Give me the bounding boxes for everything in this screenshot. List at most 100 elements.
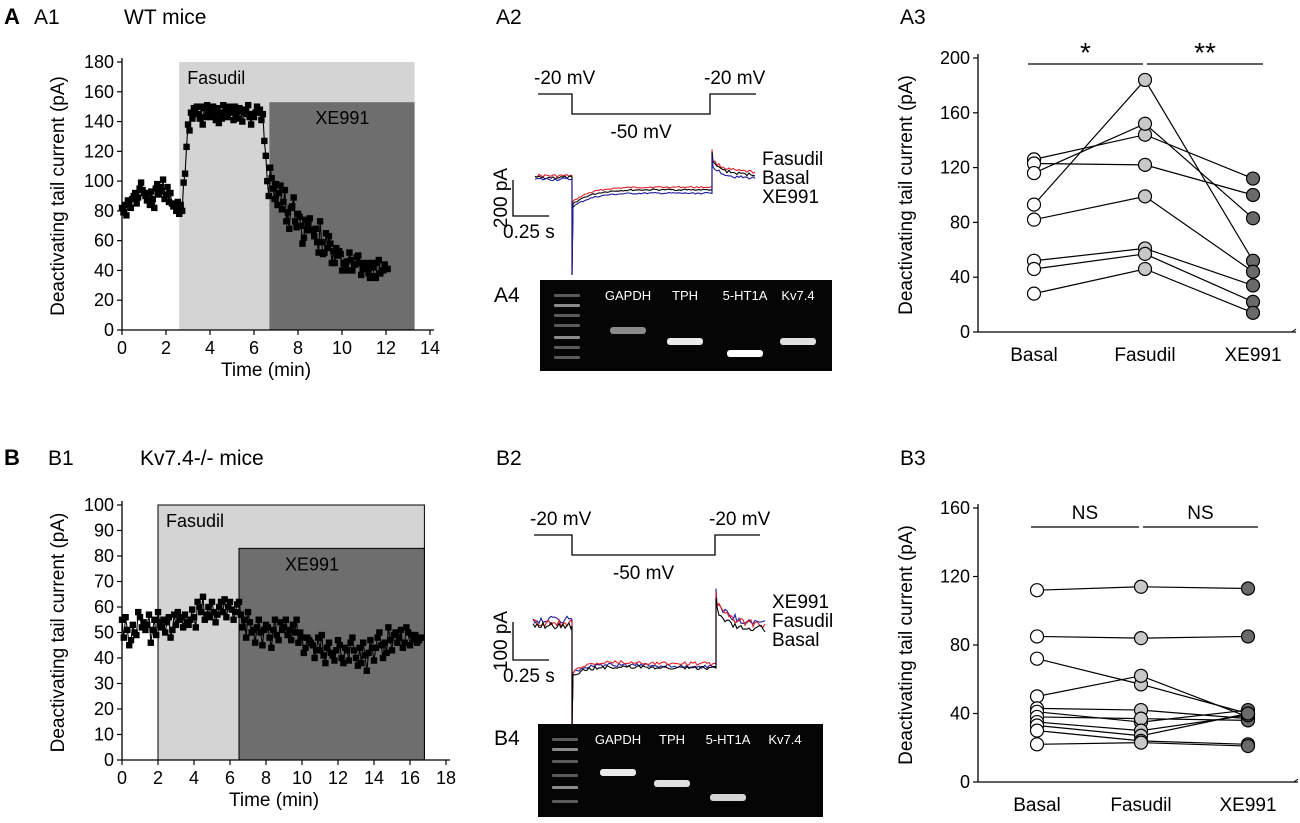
data-point — [151, 204, 158, 212]
data-point-xe991 — [1245, 278, 1261, 293]
data-point — [403, 624, 410, 631]
data-point — [369, 644, 376, 651]
data-point — [118, 616, 126, 623]
data-point — [237, 611, 244, 618]
data-point-basal — [1026, 212, 1042, 227]
y-axis-label: Deactivating tail current (pA) — [896, 525, 917, 765]
data-point — [203, 611, 210, 618]
ladder-band — [552, 800, 578, 803]
data-point — [269, 185, 277, 192]
data-point — [136, 614, 144, 621]
data-point — [357, 271, 365, 279]
data-point — [299, 240, 306, 247]
data-point — [296, 213, 303, 221]
panel-b4: B4 GAPDH TPH 5-HT1A Kv7.4 — [494, 724, 823, 817]
data-point — [210, 608, 217, 616]
data-point — [261, 137, 268, 145]
data-point — [340, 659, 347, 667]
gel-band — [610, 327, 646, 334]
data-point — [234, 115, 242, 122]
data-point — [385, 624, 392, 631]
data-point — [370, 657, 378, 664]
data-point — [387, 636, 394, 644]
data-point — [247, 121, 255, 128]
x-tick-label: 6 — [225, 768, 235, 788]
legend-fasudil: Fasudil — [762, 149, 823, 170]
data-point — [313, 238, 321, 246]
x-tick-label: 10 — [292, 768, 312, 788]
data-point — [158, 624, 165, 631]
data-point — [303, 227, 311, 234]
data-point — [277, 182, 284, 189]
significance-label: ** — [1194, 37, 1216, 68]
data-point — [349, 634, 356, 641]
data-point-fasudil — [1137, 261, 1153, 277]
data-point — [211, 110, 218, 118]
data-point — [270, 626, 277, 634]
y-tick-label: 120 — [940, 158, 970, 178]
data-point — [133, 200, 140, 207]
data-point — [193, 103, 201, 110]
data-point — [196, 603, 203, 611]
data-point — [186, 127, 193, 134]
data-point — [372, 274, 380, 282]
data-point — [354, 662, 361, 669]
category-label-basal: Basal — [1010, 345, 1058, 366]
data-point-xe991 — [1240, 629, 1256, 644]
data-point — [124, 626, 131, 634]
panel-label: B1 — [48, 447, 74, 470]
section-label: A — [4, 4, 20, 29]
data-point — [258, 116, 265, 124]
data-point — [217, 109, 224, 116]
data-point — [338, 654, 345, 662]
data-point — [318, 238, 325, 246]
data-point — [392, 629, 399, 636]
data-point — [275, 189, 283, 197]
axis-end-tick — [1293, 778, 1299, 783]
y-tick-label: 60 — [94, 597, 114, 617]
gel-image — [538, 724, 823, 817]
data-point — [178, 207, 186, 215]
legend-fasudil: Fasudil — [772, 611, 833, 632]
data-point — [185, 621, 192, 629]
data-point — [195, 110, 202, 118]
data-point-fasudil — [1137, 189, 1153, 204]
lane-label-tph: TPH — [672, 288, 698, 303]
data-point-fasudil — [1133, 631, 1149, 646]
protocol-label-pre: -20 mV — [530, 509, 592, 530]
data-point — [272, 180, 280, 188]
data-point — [243, 634, 250, 641]
y-tick-label: 60 — [94, 231, 114, 251]
data-point — [352, 261, 359, 268]
data-point — [346, 249, 353, 256]
data-point — [356, 259, 363, 267]
trace-basal — [532, 597, 766, 729]
trace-xe991 — [534, 155, 756, 276]
data-point — [246, 619, 253, 626]
data-point — [223, 614, 230, 621]
y-tick-label: 40 — [94, 260, 114, 280]
data-point — [160, 616, 167, 623]
data-point — [167, 189, 174, 197]
data-point — [291, 629, 298, 636]
y-tick-label: 140 — [84, 112, 114, 132]
data-point-fasudil — [1133, 711, 1149, 726]
data-point — [381, 261, 388, 268]
data-point — [217, 598, 225, 606]
data-point — [135, 608, 142, 616]
y-tick-label: 180 — [84, 52, 114, 72]
data-point-fasudil — [1137, 116, 1153, 131]
data-point-xe991 — [1245, 211, 1261, 226]
protocol-label-step: -50 mV — [613, 563, 675, 584]
data-point — [298, 634, 306, 641]
data-point — [268, 644, 275, 651]
data-point — [183, 143, 190, 151]
ladder-band — [554, 324, 580, 327]
data-point-xe991 — [1245, 187, 1261, 203]
data-point — [219, 608, 226, 616]
data-point — [214, 104, 221, 112]
panel-subtitle: WT mice — [124, 6, 206, 29]
data-point — [268, 174, 275, 182]
data-point — [163, 619, 171, 626]
data-point — [187, 616, 194, 623]
